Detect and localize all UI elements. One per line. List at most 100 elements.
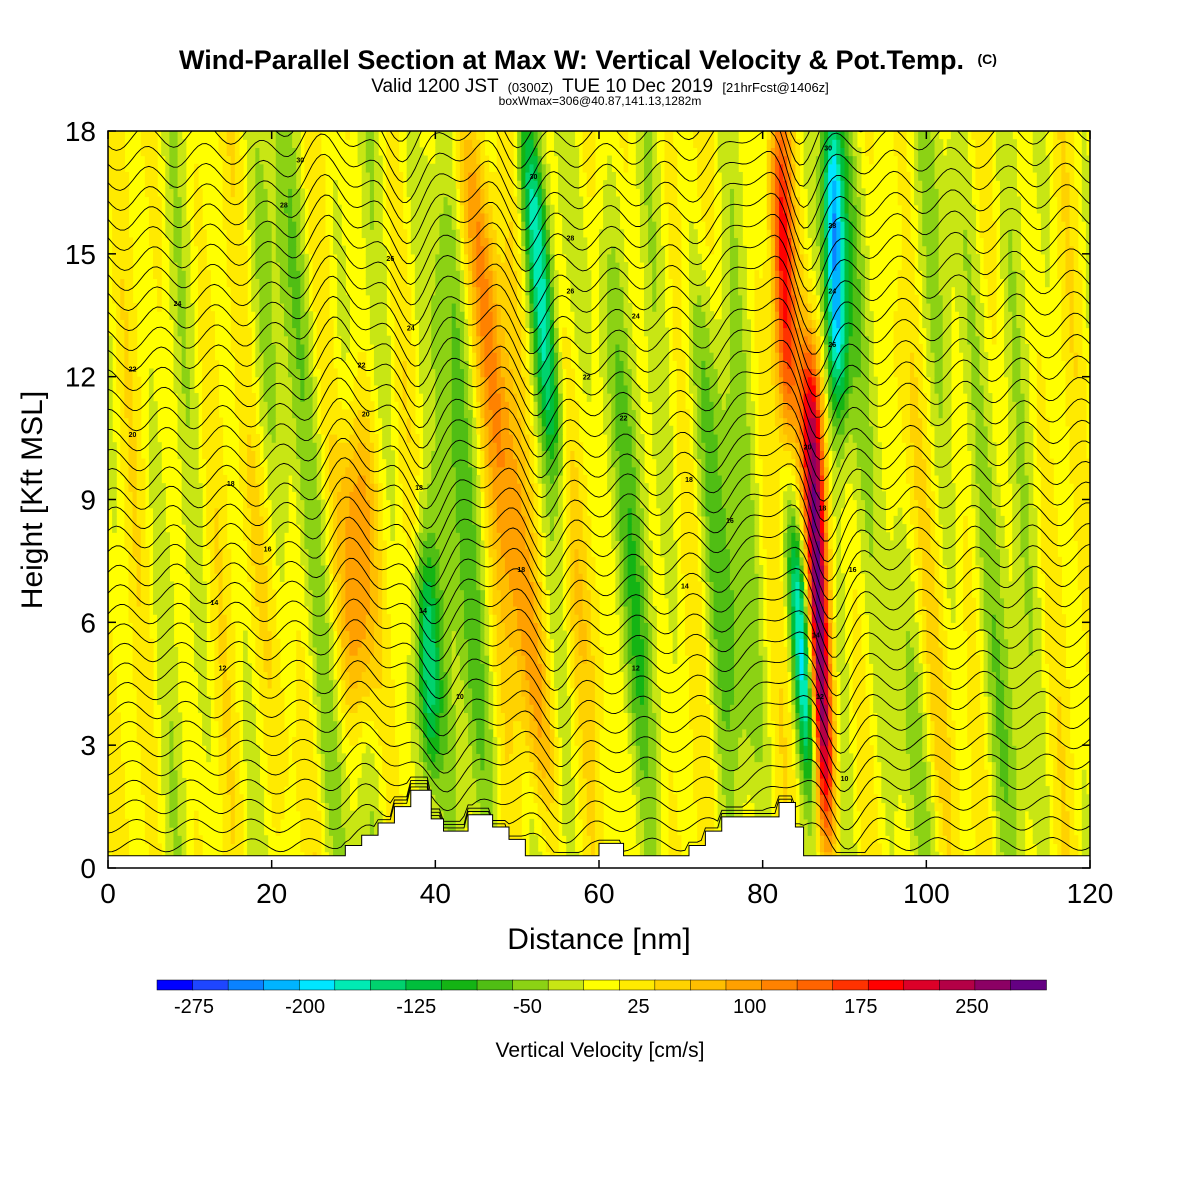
velocity-cell <box>484 384 490 394</box>
velocity-cell <box>324 802 330 812</box>
velocity-cell <box>1044 589 1062 599</box>
velocity-cell <box>173 360 183 370</box>
velocity-cell <box>762 663 768 673</box>
velocity-cell <box>521 417 526 427</box>
velocity-cell <box>418 360 432 370</box>
velocity-cell <box>713 630 735 640</box>
velocity-cell <box>717 450 751 460</box>
velocity-cell <box>418 384 436 394</box>
velocity-cell <box>1065 761 1075 771</box>
velocity-cell <box>169 818 179 828</box>
velocity-cell <box>267 466 301 476</box>
velocity-cell <box>312 605 326 615</box>
subtitle-utc: (0300Z) <box>508 80 554 95</box>
velocity-cell <box>819 499 825 509</box>
velocity-cell <box>529 728 539 738</box>
velocity-cell <box>161 753 170 763</box>
velocity-cell <box>815 818 821 828</box>
velocity-cell <box>967 409 977 419</box>
velocity-cell <box>267 777 289 787</box>
velocity-cell <box>926 802 936 812</box>
velocity-cell <box>1069 425 1087 435</box>
velocity-cell <box>631 401 641 411</box>
velocity-cell <box>418 507 424 517</box>
velocity-cell <box>697 409 702 419</box>
velocity-cell <box>463 696 473 705</box>
velocity-cell <box>263 548 273 558</box>
velocity-cell <box>644 614 649 623</box>
velocity-cell <box>803 810 813 820</box>
velocity-cell <box>541 646 547 656</box>
velocity-cell <box>729 565 756 574</box>
velocity-cell <box>549 728 555 738</box>
velocity-cell <box>324 777 342 787</box>
velocity-cell <box>758 638 764 648</box>
velocity-cell <box>832 466 862 476</box>
velocity-cell <box>762 736 772 746</box>
velocity-cell <box>701 540 706 550</box>
velocity-cell <box>373 810 383 820</box>
velocity-cell <box>1008 417 1017 427</box>
velocity-cell <box>312 614 326 623</box>
velocity-cell <box>1004 794 1009 804</box>
velocity-cell <box>259 704 285 714</box>
velocity-cell <box>770 687 780 697</box>
velocity-cell <box>987 712 993 722</box>
velocity-cell <box>529 360 535 370</box>
velocity-cell <box>541 376 551 386</box>
velocity-cell <box>455 818 469 828</box>
velocity-cell <box>353 483 367 492</box>
velocity-cell <box>365 622 375 632</box>
velocity-cell <box>734 794 747 804</box>
velocity-cell <box>570 491 580 501</box>
velocity-cell <box>758 376 772 386</box>
velocity-cell <box>701 376 711 386</box>
velocity-cell <box>541 483 547 492</box>
velocity-cell <box>341 573 346 582</box>
velocity-cell <box>312 409 318 419</box>
velocity-cell <box>423 720 428 730</box>
velocity-cell <box>783 573 788 582</box>
velocity-cell <box>349 671 363 681</box>
velocity-cell <box>709 597 715 607</box>
velocity-cell <box>639 540 645 550</box>
velocity-cell <box>791 573 801 582</box>
velocity-cell <box>373 507 379 517</box>
velocity-cell <box>484 696 490 705</box>
velocity-cell <box>971 393 985 402</box>
velocity-cell <box>414 769 424 779</box>
velocity-cell <box>611 442 616 451</box>
velocity-cell <box>243 712 256 722</box>
velocity-cell <box>971 769 989 779</box>
velocity-cell <box>525 696 531 705</box>
velocity-cell <box>312 687 318 697</box>
velocity-cell <box>1036 393 1046 402</box>
velocity-cell <box>783 384 788 394</box>
velocity-cell <box>333 581 338 591</box>
velocity-cell <box>431 556 441 566</box>
velocity-cell <box>635 573 645 582</box>
velocity-cell <box>635 540 641 550</box>
velocity-cell <box>418 704 424 714</box>
velocity-cell <box>594 786 604 795</box>
velocity-cell <box>758 401 776 411</box>
velocity-cell <box>443 818 457 828</box>
velocity-cell <box>357 786 379 795</box>
velocity-cell <box>635 761 641 771</box>
velocity-cell <box>1061 786 1067 795</box>
velocity-cell <box>529 458 535 468</box>
velocity-cell <box>132 376 142 386</box>
velocity-cell <box>914 794 927 804</box>
velocity-cell <box>979 540 997 550</box>
velocity-cell <box>181 384 191 394</box>
velocity-cell <box>439 663 445 673</box>
velocity-cell <box>247 827 265 836</box>
velocity-cell <box>815 720 821 730</box>
velocity-cell <box>914 802 927 812</box>
velocity-cell <box>791 712 796 722</box>
velocity-cell <box>975 458 989 468</box>
velocity-cell <box>864 589 915 599</box>
velocity-cell <box>378 409 391 419</box>
velocity-cell <box>153 597 175 607</box>
velocity-cell <box>1024 573 1034 582</box>
